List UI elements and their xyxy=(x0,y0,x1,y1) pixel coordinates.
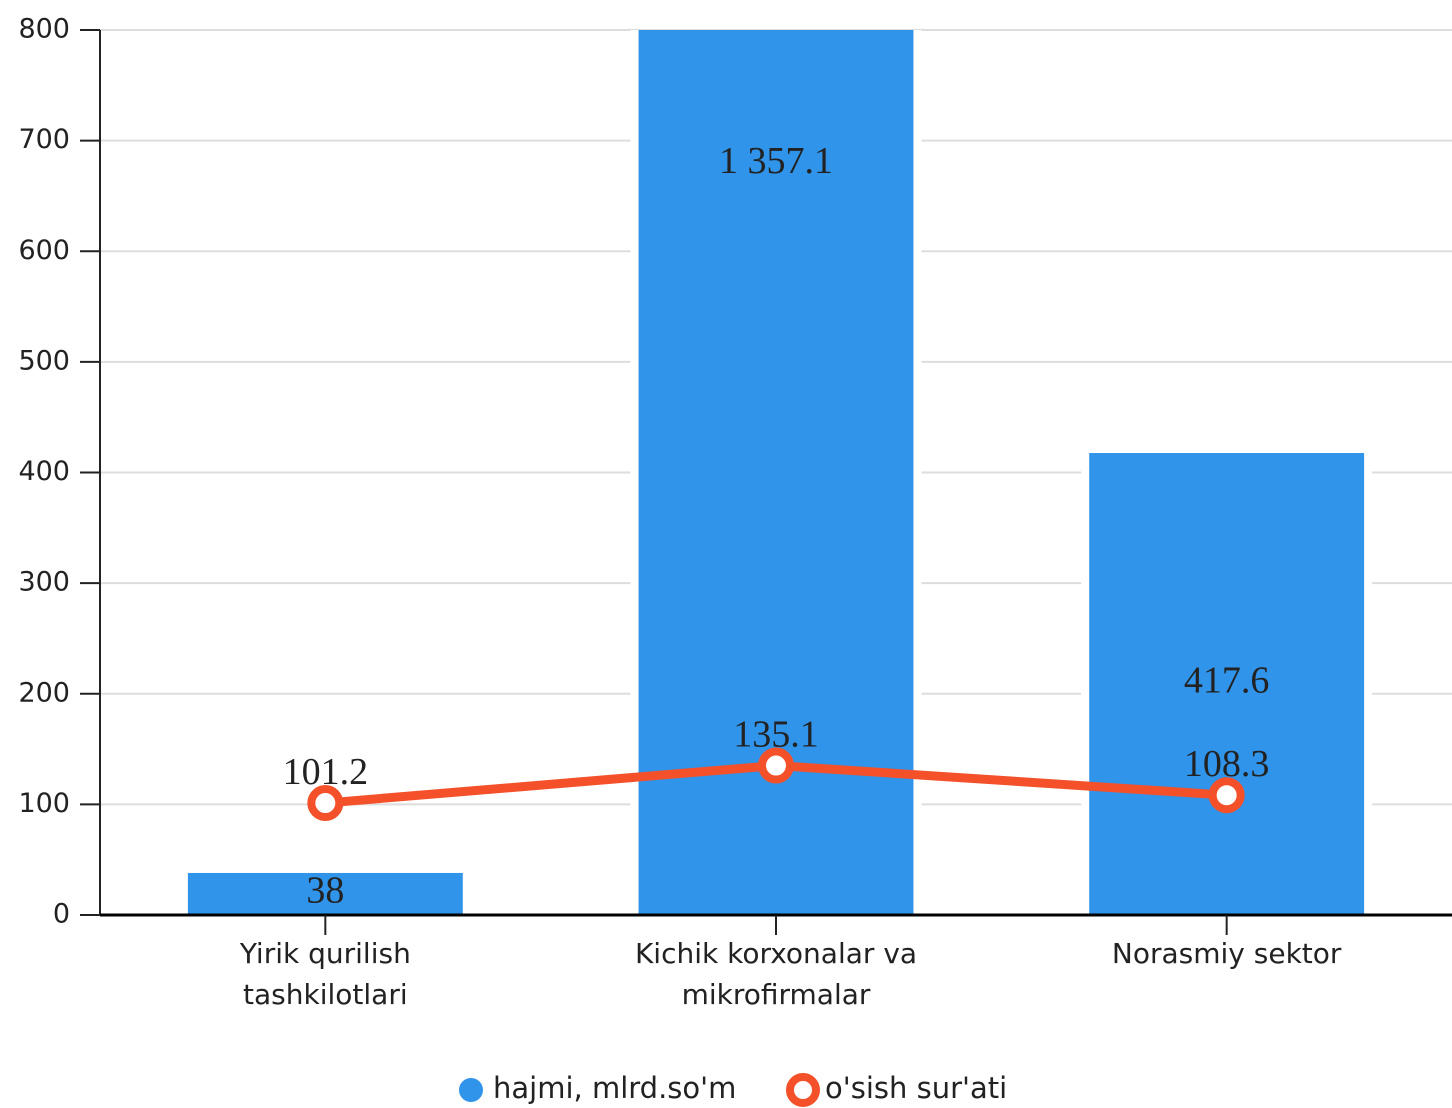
legend-marker xyxy=(459,1078,483,1102)
x-tick-label: Norasmiy sektor xyxy=(1111,937,1342,970)
bar-value-label: 417.6 xyxy=(1184,660,1270,702)
y-tick-label: 0 xyxy=(53,899,70,930)
line-marker xyxy=(307,785,344,822)
bar-value-label: 1 357.1 xyxy=(719,140,833,182)
bar xyxy=(1089,453,1365,915)
y-tick-label: 400 xyxy=(18,456,70,487)
y-tick-label: 200 xyxy=(18,677,70,708)
x-tick-label: Yirik qurilish tashkilotlari xyxy=(239,937,411,1011)
y-tick-label: 300 xyxy=(18,567,70,598)
line-value-label: 101.2 xyxy=(283,751,369,793)
bar-value-label: 38 xyxy=(306,870,344,912)
y-tick-label: 500 xyxy=(18,345,70,376)
legend-marker xyxy=(786,1073,820,1107)
line-value-label: 135.1 xyxy=(733,713,819,755)
x-tick-label: Kichik korxonalar va mikrofirmalar xyxy=(634,937,918,1011)
line-marker xyxy=(1208,777,1245,814)
line-marker xyxy=(758,747,794,784)
bar xyxy=(187,872,463,915)
y-tick-label: 600 xyxy=(18,235,70,266)
line-value-label: 108.3 xyxy=(1184,743,1270,785)
legend-label: o'sish sur'ati xyxy=(825,1071,1007,1105)
legend-label: hajmi, mlrd.so'm xyxy=(493,1071,736,1105)
y-tick-label: 800 xyxy=(18,14,70,45)
y-tick-label: 100 xyxy=(18,788,70,819)
y-tick-label: 700 xyxy=(18,124,70,155)
